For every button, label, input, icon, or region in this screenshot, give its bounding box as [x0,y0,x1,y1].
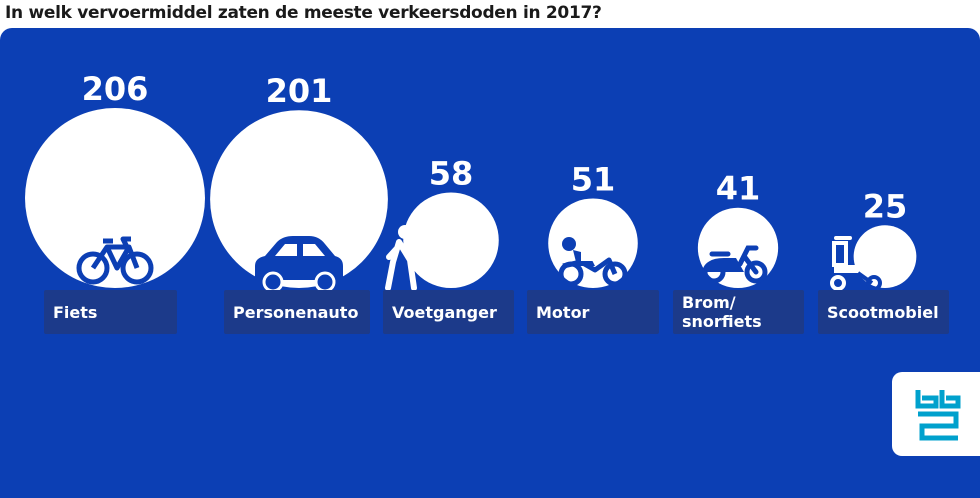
bicycle-icon [76,236,154,285]
bubble-0 [25,108,205,288]
category-label-0: Fiets [44,290,177,334]
value-label-5: 25 [863,187,908,225]
value-label-1: 201 [266,72,333,110]
pedestrian-icon [385,225,417,291]
bubble-1 [210,110,388,289]
mobility-scooter-icon [830,236,882,291]
category-label-3: Motor [527,290,659,334]
chart-title: In welk vervoermiddel zaten de meeste ve… [5,3,602,23]
bubble-2 [403,192,499,288]
cbs-logo [892,372,980,456]
category-label-5: Scootmobiel [818,290,949,334]
value-label-2: 58 [429,154,474,192]
bubble-5 [853,225,917,288]
motorcycle-icon [558,237,628,287]
moped-icon [702,245,768,284]
value-label-4: 41 [716,170,761,208]
category-label-2: Voetganger [383,290,514,334]
category-label-4: Brom/ snorfiets [673,290,804,334]
value-label-0: 206 [82,70,149,108]
value-label-3: 51 [571,160,616,198]
cbs-logo-icon [915,390,961,441]
category-label-1: Personenauto [224,290,370,334]
